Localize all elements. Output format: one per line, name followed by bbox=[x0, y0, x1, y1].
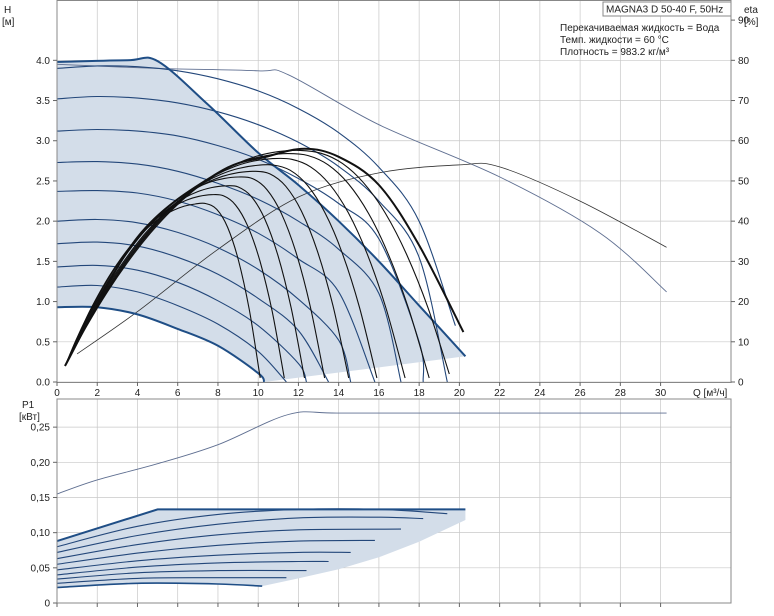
x-tick-label: 12 bbox=[293, 388, 305, 399]
eta-tick-label: 30 bbox=[738, 257, 750, 268]
head-curve bbox=[56, 95, 448, 383]
plot-frames bbox=[56, 0, 732, 604]
head-axis-label: H bbox=[4, 5, 11, 16]
power-max-curve bbox=[56, 508, 466, 543]
eta-tick-label: 0 bbox=[738, 378, 744, 389]
power-curve bbox=[56, 528, 402, 560]
power-curve bbox=[56, 569, 307, 580]
operating-areas bbox=[57, 57, 466, 588]
head-curve bbox=[56, 65, 456, 326]
twin-efficiency-curve bbox=[76, 162, 667, 355]
x-tick-label: 6 bbox=[175, 388, 181, 399]
flow-axis-label: Q [м³/ч] bbox=[693, 388, 728, 399]
power-tick-label: 0,20 bbox=[31, 458, 51, 469]
head-tick-label: 4.0 bbox=[36, 56, 50, 67]
head-curve bbox=[56, 284, 287, 383]
x-tick-label: 0 bbox=[54, 388, 60, 399]
eta-tick-label: 20 bbox=[738, 297, 750, 308]
efficiency-curve bbox=[64, 170, 350, 379]
power-tick-label: 0,10 bbox=[31, 528, 51, 539]
power-tick-label: 0,25 bbox=[31, 423, 51, 434]
x-tick-label: 4 bbox=[135, 388, 141, 399]
x-tick-label: 8 bbox=[215, 388, 221, 399]
x-tick-label: 26 bbox=[575, 388, 587, 399]
power-tick-label: 0,05 bbox=[31, 563, 51, 574]
x-tick-label: 18 bbox=[414, 388, 426, 399]
x-tick-label: 20 bbox=[454, 388, 466, 399]
tick-labels: 0 2 4 6 8 10 12 14 16 18 20 22 24 26 28 300.00.51.01.52… bbox=[31, 16, 750, 610]
power-axis-label: P1 bbox=[22, 400, 35, 411]
eta-tick-label: 90 bbox=[738, 16, 750, 27]
head-plot-frame bbox=[56, 0, 732, 383]
pump-model-label: MAGNA3 D 50-40 F, 50Hz bbox=[606, 5, 723, 16]
power-tick-label: 0,15 bbox=[31, 493, 51, 504]
power-min-curve bbox=[56, 582, 263, 589]
x-tick-label: 16 bbox=[373, 388, 385, 399]
efficiency-curve bbox=[64, 164, 378, 379]
head-curve bbox=[56, 264, 308, 383]
head-operating-area bbox=[57, 57, 466, 382]
head-curve bbox=[56, 218, 352, 383]
eta-tick-label: 80 bbox=[738, 56, 750, 67]
eta-tick-label: 40 bbox=[738, 217, 750, 228]
model-box bbox=[602, 1, 732, 17]
x-tick-label: 22 bbox=[494, 388, 506, 399]
head-tick-label: 3.5 bbox=[36, 96, 50, 107]
head-curve bbox=[56, 161, 402, 383]
head-tick-label: 2.5 bbox=[36, 176, 50, 187]
power-plot-frame bbox=[56, 398, 732, 604]
x-tick-label: 10 bbox=[253, 388, 265, 399]
eta-tick-label: 60 bbox=[738, 136, 750, 147]
head-axis-unit: [м] bbox=[2, 17, 15, 28]
power-curve bbox=[56, 539, 375, 565]
eta-tick-label: 10 bbox=[738, 337, 750, 348]
head-tick-label: 2.0 bbox=[36, 217, 50, 228]
power-curve bbox=[56, 516, 424, 553]
power-curve bbox=[56, 577, 287, 584]
eta-tick-label: 70 bbox=[738, 96, 750, 107]
head-curve bbox=[56, 189, 376, 383]
power-tick-label: 0 bbox=[44, 599, 50, 610]
temperature-info: Темп. жидкости = 60 °C bbox=[560, 35, 669, 46]
twin-power-curve bbox=[56, 411, 667, 495]
head-tick-label: 3.0 bbox=[36, 136, 50, 147]
efficiency-curve bbox=[64, 157, 406, 379]
power-curve bbox=[56, 560, 329, 576]
head-tick-label: 0.5 bbox=[36, 337, 50, 348]
head-tick-label: 1.0 bbox=[36, 297, 50, 308]
fluid-info: Перекачиваемая жидкость = Вода bbox=[560, 23, 720, 34]
x-tick-label: 2 bbox=[94, 388, 100, 399]
x-tick-label: 14 bbox=[333, 388, 345, 399]
x-tick-label: 28 bbox=[615, 388, 627, 399]
power-axis-unit: [кВт] bbox=[19, 412, 40, 423]
efficiency-curve bbox=[64, 149, 450, 375]
head-tick-label: 0.0 bbox=[36, 378, 50, 389]
head-tick-label: 1.5 bbox=[36, 257, 50, 268]
density-info: Плотность = 983.2 кг/м³ bbox=[560, 47, 670, 58]
eta-axis-label: eta bbox=[744, 5, 758, 16]
x-tick-label: 24 bbox=[534, 388, 546, 399]
x-tick-label: 30 bbox=[655, 388, 667, 399]
efficiency-envelope bbox=[64, 147, 465, 367]
eta-axis-unit: [%] bbox=[744, 17, 759, 28]
curves bbox=[56, 56, 667, 589]
power-curve bbox=[56, 551, 351, 571]
eta-tick-label: 50 bbox=[738, 176, 750, 187]
